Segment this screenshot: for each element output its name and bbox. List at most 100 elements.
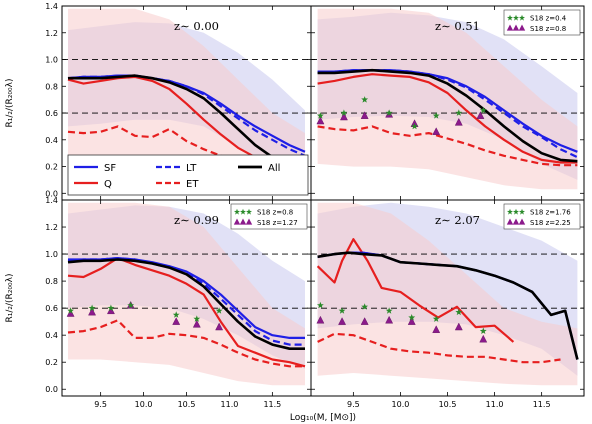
s18-star-point [432, 112, 440, 119]
series-line-q [316, 238, 515, 343]
s18-star-point [107, 304, 115, 312]
x-tick-label: 9.5 [347, 400, 360, 409]
panel-3: z∼ 0.99 0.0 0.2 0.4 0.6 0.8 1.0 1.2 1.4 9.5 10.0 10… [45, 196, 312, 409]
s18-legend-star-marker [507, 208, 513, 215]
s18-triangle-point [432, 127, 441, 135]
plot-area [62, 202, 311, 386]
panel-4: z∼ 2.07 9.5 10.0 10.5 11.0 11.5 S18 z=1.76 S18 … [310, 199, 585, 409]
series-line-lt [317, 69, 578, 159]
series-line-et [317, 125, 578, 167]
s18-triangle-point [407, 317, 416, 325]
s18-legend-triangle-marker [512, 24, 520, 31]
x-tick-label: 11.0 [221, 400, 239, 409]
y-tick-label: 0.2 [45, 358, 58, 367]
s18-star-point [385, 109, 393, 116]
series-line-sf [68, 257, 305, 339]
s18-triangle-point [88, 307, 96, 316]
s18-legend-triangle-marker [512, 218, 520, 225]
x-tick-label: 10.5 [439, 400, 457, 409]
s18-star-point [479, 327, 487, 334]
s18-star-point [172, 311, 180, 318]
s18-triangle-point [479, 334, 488, 343]
panel-1: z∼ 0.00 0.0 0.2 0.4 0.6 0.8 1.0 1.2 1.4 [45, 2, 312, 201]
x-tick-label: 11.0 [486, 400, 504, 409]
s18-legend-star-marker [240, 208, 246, 215]
s18-legend-star-marker [513, 208, 519, 215]
scatter-band-2 [68, 8, 305, 191]
s18-legend-frame [503, 9, 581, 36]
s18-triangle-point [172, 317, 181, 325]
y-tick-label: 0.6 [45, 109, 58, 118]
s18-legend: S18 z=0.8 S18 z=1.27 [230, 203, 308, 230]
s18-legend-triangle-marker [518, 24, 526, 31]
s18-legend-label: S18 z=0.8 [530, 25, 566, 33]
s18-legend-star-marker [507, 14, 513, 21]
panel-title: z∼ 2.07 [435, 213, 480, 227]
panel-title: z∼ 0.00 [174, 19, 219, 33]
s18-star-point [361, 303, 369, 310]
x-axis-label: Log₁₀(M, [M⊙]) [290, 413, 356, 423]
legend-label-et: ET [186, 179, 199, 190]
series-line-all [317, 68, 578, 163]
s18-star-point [361, 96, 369, 103]
main-legend-frame [67, 154, 309, 196]
s18-triangle-point [360, 111, 369, 119]
x-tick-label: 11.5 [533, 400, 551, 409]
x-tick-label: 10.5 [178, 400, 196, 409]
s18-triangle-point [316, 315, 325, 324]
s18-legend-triangle-marker [506, 24, 514, 31]
s18-star-point [385, 307, 393, 314]
s18-star-point [479, 106, 487, 114]
s18-legend-label: S18 z=1.76 [530, 209, 571, 217]
s18-triangle-point [192, 319, 201, 328]
s18-triangle-point [432, 325, 441, 333]
s18-star-point [340, 109, 348, 116]
legend-label-q: Q [104, 179, 112, 190]
scatter-band-2 [68, 202, 305, 386]
s18-legend-frame [503, 203, 581, 230]
s18-legend-star-marker [234, 208, 240, 215]
s18-star-point [193, 315, 201, 322]
s18-star-point [338, 307, 346, 314]
panel-title: z∼ 0.99 [174, 213, 219, 227]
s18-legend-triangle-marker [506, 218, 514, 225]
y-tick-label: 1.0 [45, 56, 58, 65]
s18-legend-label: S18 z=1.27 [257, 219, 298, 227]
scatter-band-2 [317, 202, 578, 386]
panel-title: z∼ 0.51 [435, 19, 480, 33]
y-tick-label: 0.4 [45, 136, 58, 145]
s18-triangle-point [215, 322, 224, 331]
x-tick-label: 9.5 [94, 400, 107, 409]
s18-legend-triangle-marker [245, 218, 253, 225]
y-tick-label: 1.4 [45, 196, 58, 205]
plot-area [311, 202, 584, 386]
series-line-et [67, 319, 305, 368]
s18-star-point [455, 308, 463, 316]
s18-star-point [411, 122, 418, 130]
s18-triangle-point [454, 322, 463, 331]
y-tick-label: 0.4 [45, 331, 58, 340]
x-tick-label: 10.0 [392, 400, 410, 409]
s18-star-point [127, 301, 135, 309]
s18-star-point [67, 307, 74, 314]
y-tick-label: 1.4 [45, 2, 58, 11]
y-tick-label: 1.0 [45, 250, 58, 259]
s18-triangle-point [360, 317, 369, 325]
scatter-band-2 [317, 8, 578, 190]
legend-label-lt: LT [186, 163, 197, 174]
y-tick-label: 1.2 [45, 29, 58, 38]
series-line-et [317, 332, 561, 364]
s18-triangle-point [340, 112, 348, 121]
s18-triangle-point [454, 117, 463, 126]
s18-legend-triangle-marker [518, 218, 526, 225]
y-tick-label: 0.2 [45, 163, 58, 172]
main-legend: SF LT All Q ET [67, 154, 309, 196]
s18-legend-label: S18 z=0.8 [257, 209, 293, 217]
s18-legend-label: S18 z=2.25 [530, 219, 571, 227]
y-tick-label: 1.2 [45, 223, 58, 232]
s18-triangle-point [338, 317, 346, 325]
s18-legend-star-marker [246, 208, 252, 215]
series-line-all [67, 258, 305, 351]
s18-legend-triangle-marker [233, 218, 241, 225]
